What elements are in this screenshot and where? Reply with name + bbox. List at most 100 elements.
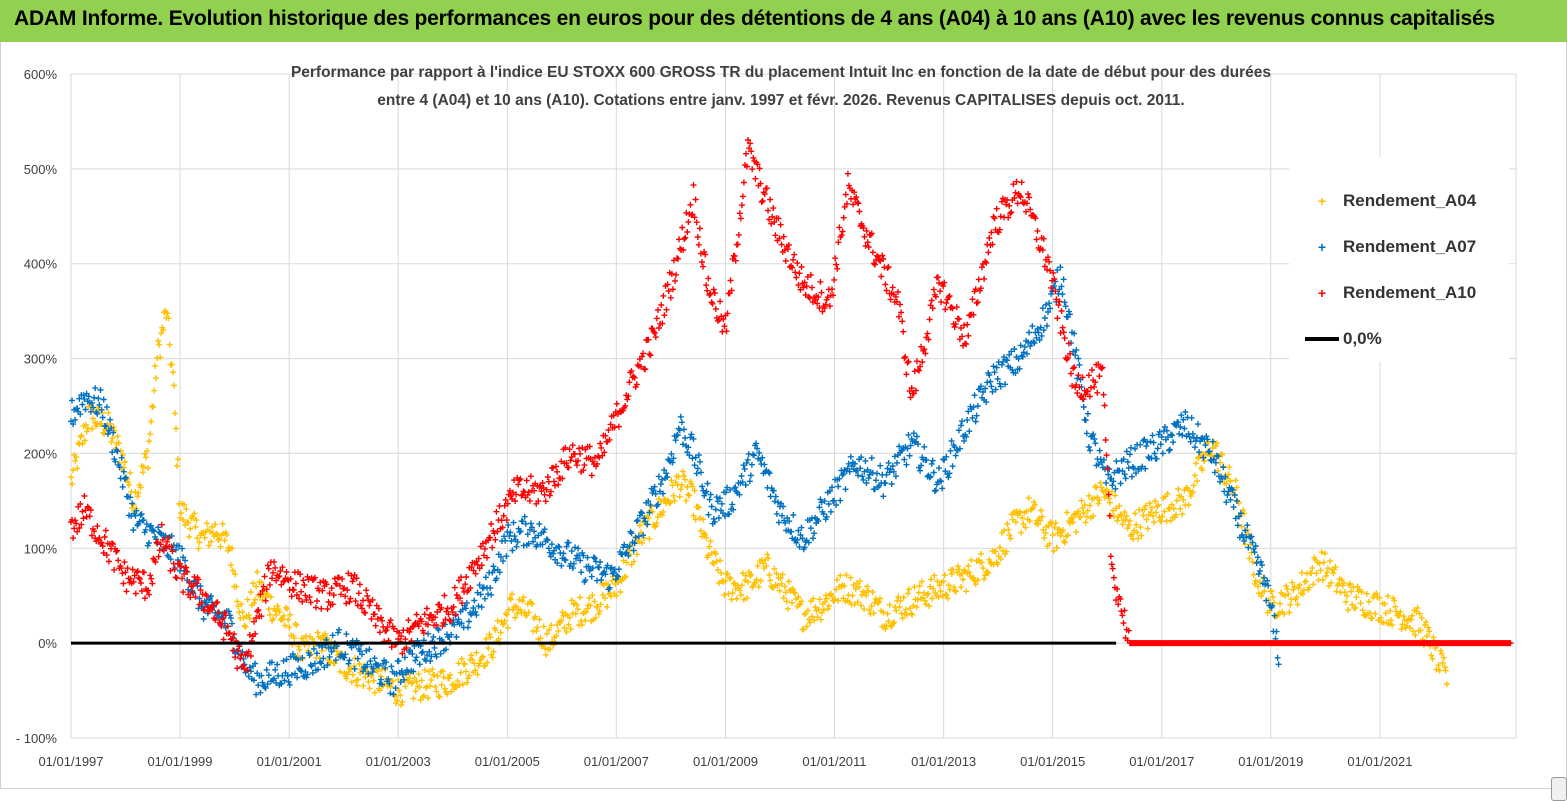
data-point [1344, 592, 1350, 599]
data-point [858, 602, 864, 609]
data-point [1319, 577, 1326, 583]
data-point [846, 468, 853, 475]
data-point [847, 453, 854, 460]
data-point [377, 676, 384, 683]
data-point [679, 224, 686, 231]
data-point [1134, 529, 1141, 536]
data-point [1384, 593, 1391, 600]
data-point [735, 231, 742, 238]
data-point [729, 501, 736, 508]
data-point [797, 286, 804, 293]
data-point [96, 401, 103, 408]
data-point [1151, 450, 1158, 457]
data-point [122, 459, 128, 465]
data-point [1125, 522, 1132, 529]
data-point [651, 524, 658, 530]
data-point [132, 590, 139, 597]
data-point [489, 654, 496, 661]
data-point [915, 441, 921, 448]
data-point [440, 619, 447, 626]
data-point [1096, 447, 1103, 454]
data-point [555, 627, 562, 634]
data-point [141, 569, 147, 576]
data-point [765, 469, 772, 475]
data-point [405, 617, 412, 624]
data-point [1222, 473, 1229, 480]
data-point [646, 351, 653, 358]
data-point [740, 596, 747, 603]
data-point [288, 593, 295, 600]
data-point [784, 515, 791, 521]
data-point [669, 459, 676, 466]
data-point [655, 307, 661, 313]
data-point [383, 659, 390, 666]
data-point [151, 387, 158, 394]
data-point [604, 562, 611, 569]
data-point [303, 674, 310, 681]
data-point [453, 592, 460, 598]
data-point [926, 316, 933, 323]
data-point [656, 325, 662, 331]
data-point [1040, 327, 1047, 334]
data-point [319, 587, 326, 594]
data-point [448, 688, 455, 695]
data-point [638, 509, 644, 516]
data-point [837, 497, 844, 504]
data-point [864, 583, 871, 590]
data-point [761, 191, 768, 198]
data-point [569, 565, 576, 572]
data-point [955, 563, 961, 570]
y-tick-label: 200% [24, 446, 58, 461]
sheet-scroll-handle[interactable] [1551, 777, 1567, 801]
data-point [804, 607, 811, 614]
data-point [943, 453, 950, 460]
data-point [1318, 549, 1325, 556]
data-point [509, 496, 515, 502]
data-point [850, 201, 857, 208]
data-point [647, 502, 654, 509]
data-point [146, 523, 153, 530]
data-point [927, 473, 934, 480]
data-point [525, 540, 532, 547]
data-point [945, 474, 952, 481]
data-point [737, 215, 744, 222]
data-point [1081, 501, 1088, 508]
data-point [137, 484, 144, 491]
chart-title-line-2: entre 4 (A04) et 10 ans (A10). Cotations… [377, 92, 1185, 109]
data-point [434, 609, 441, 615]
data-point [1208, 452, 1215, 459]
data-point [1014, 200, 1021, 207]
data-point [508, 538, 515, 544]
data-point [1425, 624, 1432, 631]
data-point [1119, 612, 1126, 619]
data-point [509, 591, 515, 597]
legend-marker-a07: + [1317, 239, 1327, 255]
data-point [906, 388, 913, 395]
data-point [561, 625, 568, 631]
data-point [386, 680, 393, 687]
data-point [490, 648, 497, 655]
data-point [966, 428, 973, 435]
data-point [160, 327, 167, 333]
data-point [1055, 302, 1062, 309]
data-point [614, 411, 621, 417]
data-point [475, 555, 482, 562]
data-point [1010, 181, 1017, 188]
data-point [548, 622, 555, 629]
data-point [769, 213, 776, 220]
data-point [1057, 264, 1064, 271]
data-point [704, 480, 711, 487]
data-point [134, 568, 141, 575]
data-point [678, 481, 685, 488]
data-point [1251, 580, 1258, 587]
data-point [227, 562, 234, 569]
data-point [778, 580, 785, 587]
data-point [596, 564, 603, 571]
data-point [713, 558, 720, 565]
data-point [506, 487, 513, 494]
data-point [196, 595, 203, 602]
data-point [680, 468, 686, 475]
data-point [1027, 343, 1034, 350]
data-point [1146, 500, 1153, 507]
data-point [455, 616, 462, 623]
